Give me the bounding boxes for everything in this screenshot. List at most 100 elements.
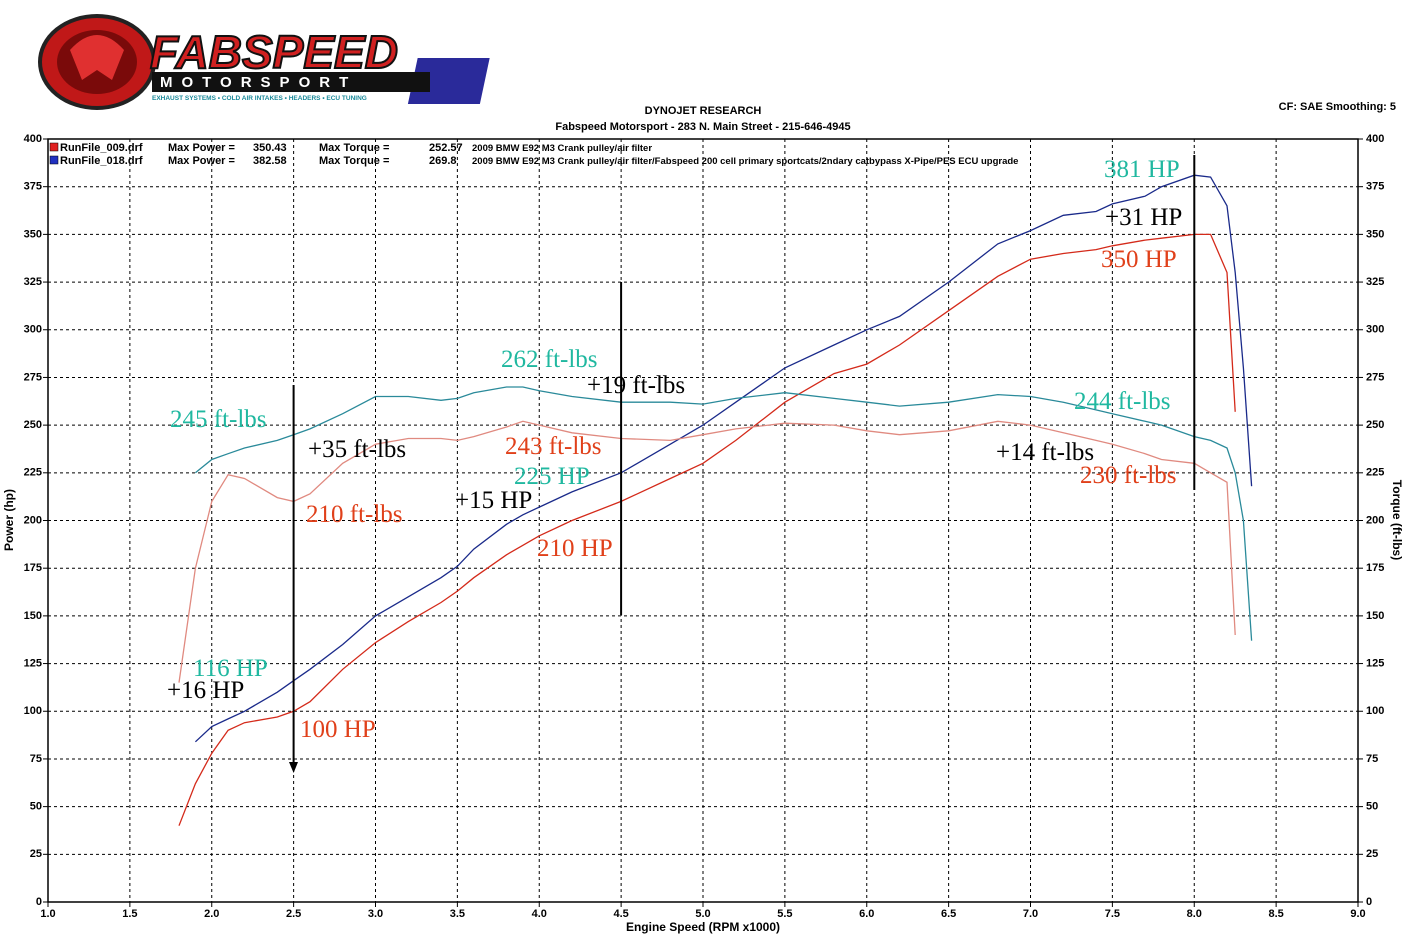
x-tick-label: 8.5 [1268,908,1283,920]
y-tick-label: 150 [24,610,42,622]
x-tick-label: 1.0 [40,908,55,920]
y-tick-label: 50 [30,801,42,813]
y2-tick-label: 0 [1366,896,1372,908]
annotation: 230 ft-lbs [1080,462,1177,489]
y2-tick-label: 50 [1366,801,1378,813]
annotation: 350 HP [1101,246,1177,273]
y-tick-label: 275 [24,371,42,383]
annotation: +16 HP [167,677,244,704]
markers [289,155,1196,773]
logo: FABSPEED MOTORSPORT EXHAUST SYSTEMS • CO… [38,14,490,110]
x-tick-label: 3.0 [368,908,383,920]
x-tick-label: 7.5 [1105,908,1120,920]
x-tick-label: 4.0 [532,908,547,920]
x-tick-label: 3.5 [450,908,465,920]
y2-tick-label: 125 [1366,657,1384,669]
plot: 1.0 1.5 2.0 2.5 3.0 3.5 4.0 4.5 5.0 5.5 6.0 6.5 7.0 7… [24,133,1385,920]
legend-value: 252.57 [429,142,463,154]
y-tick-label: 225 [24,467,42,479]
annotation: 244 ft-lbs [1074,388,1171,415]
annotation: +15 HP [455,487,532,514]
y-tick-label: 375 [24,181,42,193]
annotation: +35 ft-lbs [308,436,406,463]
x-tick-label: 1.5 [122,908,137,920]
legend-description: 2009 BMW E92 M3 Crank pulley/air filter [472,143,652,154]
logo-flag [407,58,490,104]
y-tick-label: 400 [24,133,42,145]
x-tick-label: 6.0 [859,908,874,920]
y2-axis-title: Torque (ft-lbs) [1390,480,1404,560]
y-tick-label: 200 [24,514,42,526]
y-tick-label: 25 [30,848,42,860]
marker-arrow [289,762,298,773]
y2-tick-label: 225 [1366,467,1384,479]
x-tick-label: 7.0 [1023,908,1038,920]
x-tick-label: 6.5 [941,908,956,920]
annotation: 245 ft-lbs [170,406,267,433]
annotation: 381 HP [1104,156,1180,183]
series-line [178,420,1236,683]
annotation: 243 ft-lbs [505,433,602,460]
header-subtitle: Fabspeed Motorsport - 283 N. Main Street… [555,121,850,133]
annotation: +14 ft-lbs [996,439,1094,466]
y-tick-label: 175 [24,562,42,574]
logo-title: FABSPEED [150,26,398,78]
y2-tick-label: 325 [1366,276,1384,288]
annotation: +31 HP [1105,204,1182,231]
y2-tick-label: 250 [1366,419,1384,431]
header-settings: CF: SAE Smoothing: 5 [1279,101,1396,113]
x-tick-label: 9.0 [1350,908,1365,920]
y2-tick-label: 200 [1366,514,1384,526]
annotation: 116 HP [193,655,268,682]
annotation: 210 ft-lbs [306,501,403,528]
legend-value: 269.8 [429,155,457,167]
header-title: DYNOJET RESEARCH [645,105,762,117]
legend-description: 2009 BMW E92 M3 Crank pulley/air filter/… [472,156,1018,167]
y2-tick-label: 400 [1366,133,1384,145]
x-tick-label: 2.0 [204,908,219,920]
y2-tick-label: 100 [1366,705,1384,717]
logo-band [152,72,430,92]
x-tick-label: 8.0 [1187,908,1202,920]
y-tick-label: 125 [24,657,42,669]
y-tick-label: 250 [24,419,42,431]
series-line [194,386,1253,641]
y-tick-label: 75 [30,753,42,765]
y-tick-label: 325 [24,276,42,288]
y-tick-label: 0 [36,896,42,908]
annotation: +19 ft-lbs [587,372,685,399]
logo-subtitle: MOTORSPORT [160,74,357,91]
y2-tick-label: 150 [1366,610,1384,622]
x-tick-label: 4.5 [613,908,628,920]
legend-value: 382.58 [253,155,287,167]
annotation: 225 HP [514,463,590,490]
legend-swatch [49,155,59,165]
x-tick-label: 2.5 [286,908,301,920]
legend-label: Max Torque = [319,142,389,154]
y2-tick-label: 275 [1366,371,1384,383]
y2-tick-label: 25 [1366,848,1378,860]
y-tick-label: 350 [24,228,42,240]
y2-tick-label: 300 [1366,324,1384,336]
legend-value: 350.43 [253,142,287,154]
series-line [178,233,1236,826]
logo-tagline: EXHAUST SYSTEMS • COLD AIR INTAKES • HEA… [152,95,367,102]
series-line [194,174,1253,743]
x-axis-title: Engine Speed (RPM x1000) [626,920,780,934]
annotation: 100 HP [300,716,376,743]
y2-tick-label: 175 [1366,562,1384,574]
annotation: 210 HP [537,535,613,562]
annotation: 262 ft-lbs [501,346,598,373]
logo-bird [70,35,124,80]
y-tick-label: 100 [24,705,42,717]
y-axis-title: Power (hp) [2,489,16,551]
x-tick-label: 5.0 [695,908,710,920]
legend-name: RunFile_018.drf [60,155,143,167]
y2-tick-label: 75 [1366,753,1378,765]
legend-label: Max Power = [168,142,235,154]
legend-label: Max Power = [168,155,235,167]
legend-label: Max Torque = [319,155,389,167]
y2-tick-label: 375 [1366,181,1384,193]
legend-name: RunFile_009.drf [60,142,143,154]
